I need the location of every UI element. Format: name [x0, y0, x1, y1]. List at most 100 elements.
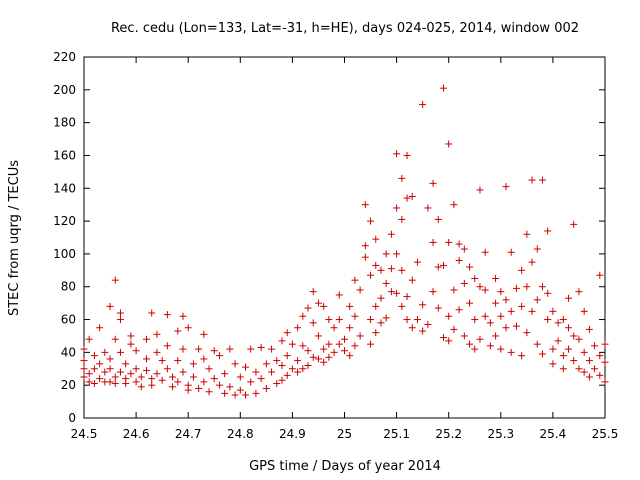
- data-point: [445, 140, 453, 148]
- data-point: [268, 345, 276, 353]
- data-point: [549, 307, 557, 315]
- data-point: [382, 279, 390, 287]
- data-point: [596, 371, 604, 379]
- data-point: [262, 360, 270, 368]
- data-point: [596, 271, 604, 279]
- data-point: [96, 375, 104, 383]
- data-point: [283, 371, 291, 379]
- data-point: [528, 307, 536, 315]
- data-point: [351, 312, 359, 320]
- data-point: [424, 204, 432, 212]
- data-point: [320, 302, 328, 310]
- data-point: [502, 183, 510, 191]
- x-tick-label: 25.4: [540, 427, 567, 441]
- data-point: [377, 266, 385, 274]
- data-point: [335, 340, 343, 348]
- data-point: [335, 316, 343, 324]
- data-point: [429, 179, 437, 187]
- data-point: [570, 220, 578, 228]
- data-point: [242, 391, 250, 399]
- data-point: [242, 363, 250, 371]
- data-point: [580, 368, 588, 376]
- data-point: [450, 286, 458, 294]
- data-point: [169, 373, 177, 381]
- data-point: [132, 365, 140, 373]
- data-point: [445, 337, 453, 345]
- data-point: [466, 299, 474, 307]
- data-point: [585, 373, 593, 381]
- data-point: [346, 302, 354, 310]
- data-point: [90, 380, 98, 388]
- data-point: [518, 266, 526, 274]
- data-point: [544, 227, 552, 235]
- data-point: [445, 238, 453, 246]
- data-point: [205, 388, 213, 396]
- data-point: [132, 378, 140, 386]
- data-point: [507, 348, 515, 356]
- data-point: [195, 345, 203, 353]
- data-point: [215, 381, 223, 389]
- data-point: [559, 365, 567, 373]
- data-point: [325, 316, 333, 324]
- data-point: [127, 332, 135, 340]
- data-point: [143, 366, 151, 374]
- data-point: [325, 353, 333, 361]
- data-point: [132, 347, 140, 355]
- chart-title: Rec. cedu (Lon=133, Lat=-31, h=HE), days…: [111, 21, 579, 36]
- data-point: [382, 250, 390, 258]
- data-point: [309, 319, 317, 327]
- data-point: [455, 240, 463, 248]
- data-point: [80, 357, 88, 365]
- data-point: [497, 288, 505, 296]
- data-point: [439, 261, 447, 269]
- data-point: [257, 375, 265, 383]
- data-point: [554, 337, 562, 345]
- data-point: [179, 368, 187, 376]
- data-point: [387, 265, 395, 273]
- data-point: [413, 258, 421, 266]
- data-point: [471, 345, 479, 353]
- data-point: [565, 324, 573, 332]
- data-point: [481, 312, 489, 320]
- data-point: [387, 288, 395, 296]
- data-point: [549, 345, 557, 353]
- data-point: [231, 360, 239, 368]
- data-point: [252, 389, 260, 397]
- data-point: [559, 316, 567, 324]
- data-point: [314, 355, 322, 363]
- data-point: [294, 368, 302, 376]
- data-point: [398, 215, 406, 223]
- data-point: [341, 347, 348, 355]
- data-point: [294, 357, 302, 365]
- data-point: [486, 342, 494, 350]
- data-point: [80, 373, 88, 381]
- data-point: [122, 360, 130, 368]
- data-point: [127, 340, 135, 348]
- data-point: [575, 335, 583, 343]
- data-point: [460, 279, 468, 287]
- data-point: [163, 342, 171, 350]
- data-point: [528, 258, 536, 266]
- data-point: [533, 340, 541, 348]
- data-point: [439, 84, 447, 92]
- data-point: [460, 245, 468, 253]
- data-point: [393, 150, 401, 158]
- data-point: [111, 276, 119, 284]
- data-point: [299, 312, 307, 320]
- data-point: [554, 319, 562, 327]
- data-point: [226, 345, 234, 353]
- data-point: [393, 204, 401, 212]
- data-point: [273, 380, 281, 388]
- x-tick-label: 24.6: [123, 427, 150, 441]
- y-tick-label: 220: [53, 50, 76, 64]
- y-tick-label: 200: [53, 83, 76, 97]
- data-point: [195, 384, 203, 392]
- data-point: [471, 316, 479, 324]
- data-point: [148, 381, 156, 389]
- data-point: [356, 332, 364, 340]
- data-point: [85, 378, 93, 386]
- y-tick-label: 160: [53, 148, 76, 162]
- data-point: [179, 312, 187, 320]
- y-tick-label: 140: [53, 181, 76, 195]
- data-point: [236, 386, 244, 394]
